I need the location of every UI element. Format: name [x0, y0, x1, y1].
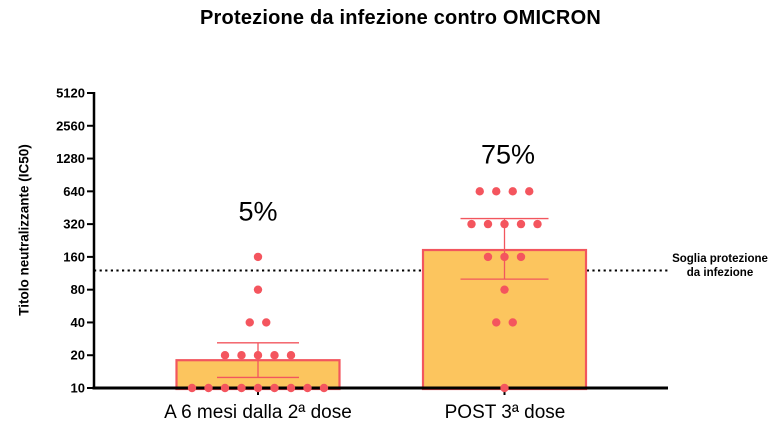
- data-point: [319, 383, 329, 393]
- data-point: [508, 187, 517, 196]
- data-point: [204, 383, 213, 393]
- data-point: [220, 383, 230, 393]
- data-point: [245, 318, 254, 327]
- y-tick-label: 40: [71, 315, 85, 330]
- data-point: [492, 187, 501, 196]
- y-tick-label: 160: [63, 249, 85, 264]
- data-point: [500, 383, 509, 393]
- data-point: [237, 351, 246, 360]
- y-tick-label: 1280: [56, 151, 85, 166]
- data-point: [262, 318, 271, 327]
- x-axis-label-group2: POST 3ª dose: [444, 402, 566, 423]
- data-point: [516, 252, 526, 262]
- y-tick-label: 5120: [56, 86, 85, 101]
- y-tick-label: 2560: [56, 118, 85, 133]
- data-point: [516, 219, 526, 229]
- chart-title: Protezione da infezione contro OMICRON: [200, 7, 601, 29]
- y-tick-label: 10: [71, 381, 85, 396]
- data-point: [500, 219, 509, 229]
- data-point: [467, 219, 476, 229]
- data-point: [237, 383, 246, 393]
- threshold-label-line2: da infezione: [686, 266, 754, 279]
- annotation-group1-percent: 5%: [238, 196, 278, 227]
- data-point: [500, 285, 509, 294]
- threshold-label: Soglia protezione da infezione: [664, 253, 776, 280]
- data-point: [253, 285, 263, 294]
- y-tick-label: 80: [71, 282, 85, 297]
- y-tick-label: 20: [71, 348, 85, 363]
- data-point: [286, 351, 296, 360]
- y-tick-label: 640: [63, 184, 85, 199]
- data-point: [253, 383, 263, 393]
- annotation-group2-percent: 75%: [480, 139, 536, 170]
- data-point: [220, 351, 230, 360]
- data-point: [483, 219, 493, 229]
- data-point: [500, 252, 509, 262]
- data-point: [253, 351, 263, 360]
- data-point: [475, 187, 484, 196]
- threshold-label-line1: Soglia protezione: [672, 253, 768, 265]
- data-point: [270, 351, 279, 360]
- data-point: [286, 383, 296, 393]
- data-point: [508, 318, 517, 327]
- x-axis-label-group1: A 6 mesi dalla 2ª dose: [164, 402, 352, 423]
- data-point: [533, 219, 542, 229]
- data-point: [270, 383, 279, 393]
- data-point: [187, 383, 197, 393]
- data-point: [525, 187, 534, 196]
- y-tick-label: 320: [63, 217, 85, 232]
- data-point: [483, 252, 493, 262]
- data-point: [303, 383, 312, 393]
- data-point: [492, 318, 501, 327]
- data-point: [253, 252, 263, 262]
